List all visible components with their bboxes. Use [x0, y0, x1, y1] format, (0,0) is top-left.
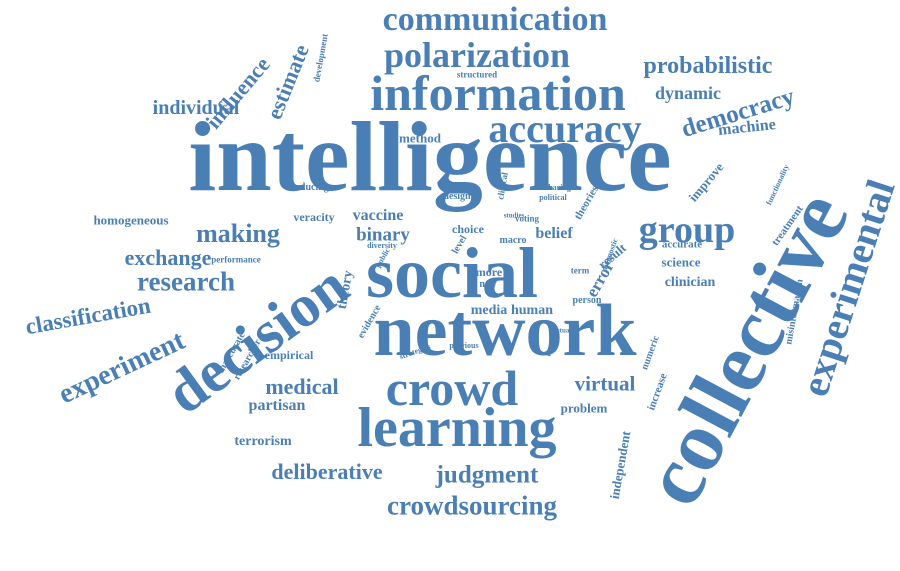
word-person: person [572, 295, 602, 306]
word-performance: performance [211, 254, 261, 265]
word-classification: classification [23, 292, 153, 340]
word-judgment: judgment [435, 461, 539, 489]
word-more: more [475, 265, 503, 279]
word-factual: factual [550, 326, 572, 335]
word-deliberative: deliberative [271, 459, 383, 484]
word-polarization: polarization [384, 35, 570, 75]
word-homogeneous: homogeneous [93, 212, 169, 228]
word-machine: machine [717, 116, 777, 139]
word-belief: belief [535, 225, 573, 242]
word-empirical: empirical [264, 348, 314, 362]
word-problem: problem [560, 400, 608, 416]
word-binary: binary [356, 224, 410, 246]
word-partisan: partisan [248, 397, 306, 414]
word-intelligence: intelligence [188, 101, 672, 212]
word-accuracy: accuracy [488, 106, 642, 151]
word-term: term [570, 265, 590, 276]
word-new: new [479, 279, 497, 290]
word-accurate: accurate [661, 238, 703, 251]
word-sharing: sharing [545, 183, 571, 192]
word-political: political [539, 193, 567, 202]
word-vaccine: vaccine [352, 207, 404, 224]
word-communication: communication [382, 1, 608, 38]
word-research: research [137, 266, 235, 297]
word-veracity: veracity [293, 210, 335, 224]
word-choice: choice [452, 222, 484, 236]
word-voting: voting [514, 213, 540, 224]
word-diversity: diversity [367, 241, 397, 250]
word-individual: individual [152, 97, 240, 119]
word-reducing: reducing [291, 182, 329, 193]
word-probabilistic: probabilistic [643, 53, 773, 79]
word-media: media [470, 303, 508, 318]
word-crowd: crowd [385, 360, 519, 416]
word-development: development [311, 32, 330, 83]
word-previous: previous [449, 341, 479, 350]
word-network: network [373, 290, 637, 372]
word-terrorism: terrorism [234, 434, 292, 449]
word-making: making [196, 219, 280, 248]
word-clinician: clinician [664, 275, 716, 290]
word-learning: learning [357, 397, 557, 459]
word-science: science [661, 254, 701, 270]
word-improve: improve [685, 159, 727, 205]
word-structured: structured [456, 69, 498, 80]
word-dynamic: dynamic [654, 83, 722, 103]
word-macro: macro [499, 235, 527, 246]
word-design: design [443, 191, 471, 202]
word-method: method [399, 130, 441, 146]
word-medical: medical [265, 374, 339, 399]
word-social: social [366, 233, 538, 313]
word-group: group [638, 209, 736, 251]
word-exchange: exchange [124, 245, 212, 270]
word-human: human [510, 303, 554, 318]
word-crowdsourcing: crowdsourcing [386, 490, 558, 521]
word-numeric: numeric [639, 334, 662, 372]
word-information: information [370, 65, 626, 121]
word-studies: studies [503, 211, 525, 220]
word-virtual: virtual [574, 371, 636, 396]
